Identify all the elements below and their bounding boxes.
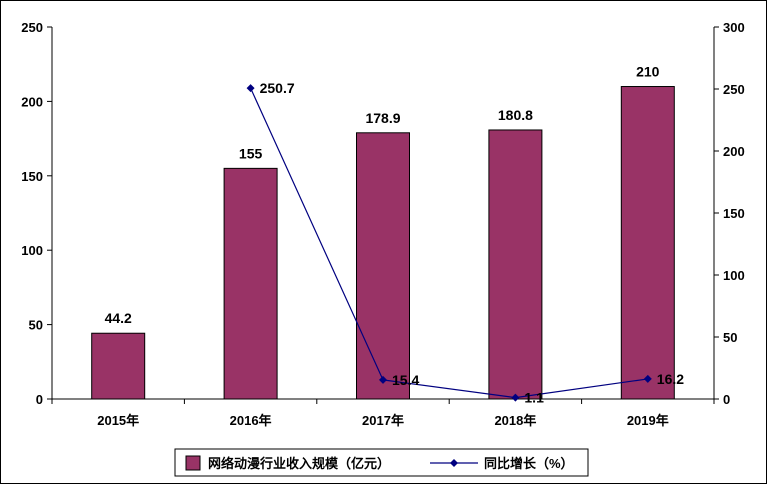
bar-data-label: 180.8 bbox=[498, 107, 533, 123]
line-data-label: 250.7 bbox=[260, 80, 295, 96]
line-point bbox=[511, 393, 520, 402]
line-point bbox=[379, 375, 387, 384]
left-tick-label: 250 bbox=[21, 20, 43, 35]
bar bbox=[488, 129, 543, 400]
bar bbox=[356, 132, 410, 400]
left-tick-label: 50 bbox=[29, 318, 43, 333]
right-tick-label: 100 bbox=[723, 268, 745, 283]
x-tick-label: 2017年 bbox=[362, 413, 404, 428]
x-tick-label: 2019年 bbox=[627, 413, 669, 428]
line-data-label: 16.2 bbox=[657, 371, 684, 387]
line-point bbox=[246, 84, 255, 93]
right-tick-label: 200 bbox=[723, 144, 745, 159]
growth-line bbox=[250, 87, 648, 399]
legend-bar-swatch bbox=[185, 455, 201, 471]
right-tick-label: 300 bbox=[723, 20, 745, 35]
left-tick-label: 150 bbox=[21, 169, 43, 184]
bar bbox=[91, 332, 146, 400]
legend-box bbox=[174, 448, 589, 477]
bar bbox=[620, 86, 675, 400]
left-tick-label: 200 bbox=[21, 94, 43, 109]
x-tick-label: 2018年 bbox=[494, 413, 536, 428]
bar bbox=[223, 167, 278, 400]
x-tick-label: 2015年 bbox=[97, 413, 139, 428]
right-tick-label: 250 bbox=[723, 82, 745, 97]
left-tick-label: 0 bbox=[36, 392, 43, 407]
bar-data-label: 44.2 bbox=[105, 310, 132, 326]
right-tick-label: 150 bbox=[723, 206, 745, 221]
left-tick-label: 100 bbox=[21, 243, 43, 258]
line-data-label: 1.1 bbox=[524, 390, 544, 406]
legend-bar-label: 网络动漫行业收入规模（亿元） bbox=[208, 456, 390, 471]
legend: 网络动漫行业收入规模（亿元） 同比增长（%） bbox=[174, 448, 589, 477]
right-tick-label: 50 bbox=[723, 330, 737, 345]
legend-line-label: 同比增长（%） bbox=[484, 456, 574, 471]
line-data-label: 15.4 bbox=[392, 372, 419, 388]
line-point bbox=[643, 374, 652, 383]
bar-data-label: 210 bbox=[636, 64, 660, 80]
right-tick-label: 0 bbox=[723, 392, 730, 407]
bar-data-label: 155 bbox=[239, 145, 263, 161]
bar-data-label: 178.9 bbox=[365, 110, 400, 126]
x-tick-label: 2016年 bbox=[230, 413, 272, 428]
legend-line-marker bbox=[450, 459, 458, 467]
plot-area: 0 50 100 150 200 250 0 50 100 150 200 250 300 2015年 20… bbox=[21, 20, 744, 428]
